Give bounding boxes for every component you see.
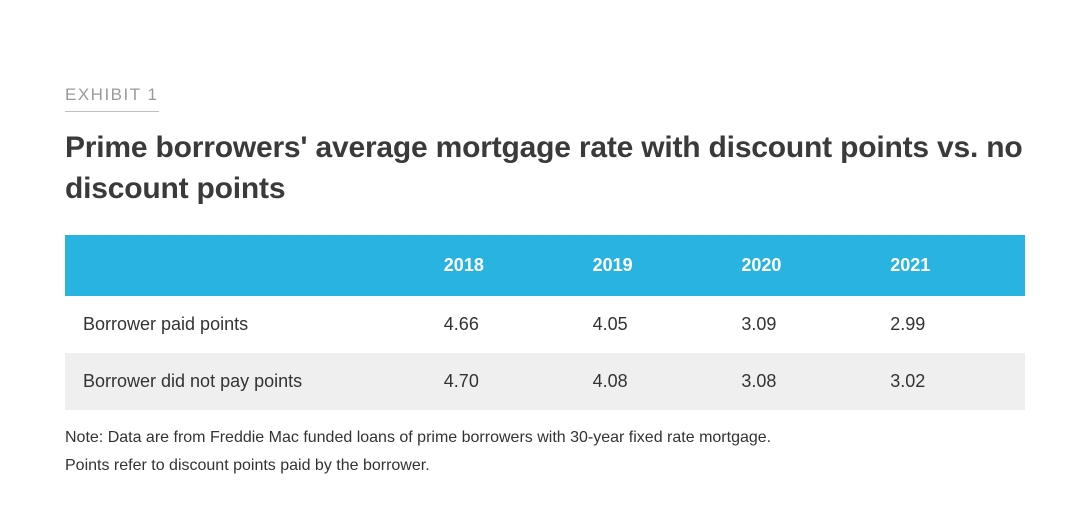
table-header-row: 2018 2019 2020 2021: [65, 235, 1025, 296]
table-cell: 2.99: [876, 296, 1025, 353]
table-row: Borrower did not pay points 4.70 4.08 3.…: [65, 353, 1025, 410]
exhibit-label: EXHIBIT 1: [65, 85, 159, 112]
table-cell: 4.08: [579, 353, 728, 410]
note-line-2: Points refer to discount points paid by …: [65, 457, 430, 474]
table-cell: 4.70: [430, 353, 579, 410]
table-cell: 3.09: [727, 296, 876, 353]
table-cell: 4.66: [430, 296, 579, 353]
table-cell: Borrower paid points: [65, 296, 430, 353]
table-header-cell: 2019: [579, 235, 728, 296]
note-line-1: Note: Data are from Freddie Mac funded l…: [65, 429, 771, 446]
table-header-cell: 2018: [430, 235, 579, 296]
table-header-cell: 2020: [727, 235, 876, 296]
table-cell: 3.08: [727, 353, 876, 410]
table-cell: Borrower did not pay points: [65, 353, 430, 410]
table-header-cell: [65, 235, 430, 296]
table-cell: 4.05: [579, 296, 728, 353]
data-table: 2018 2019 2020 2021 Borrower paid points…: [65, 235, 1025, 410]
note-text: Note: Data are from Freddie Mac funded l…: [65, 424, 1025, 480]
exhibit-title: Prime borrowers' average mortgage rate w…: [65, 128, 1025, 209]
table-cell: 3.02: [876, 353, 1025, 410]
table-row: Borrower paid points 4.66 4.05 3.09 2.99: [65, 296, 1025, 353]
table-header-cell: 2021: [876, 235, 1025, 296]
